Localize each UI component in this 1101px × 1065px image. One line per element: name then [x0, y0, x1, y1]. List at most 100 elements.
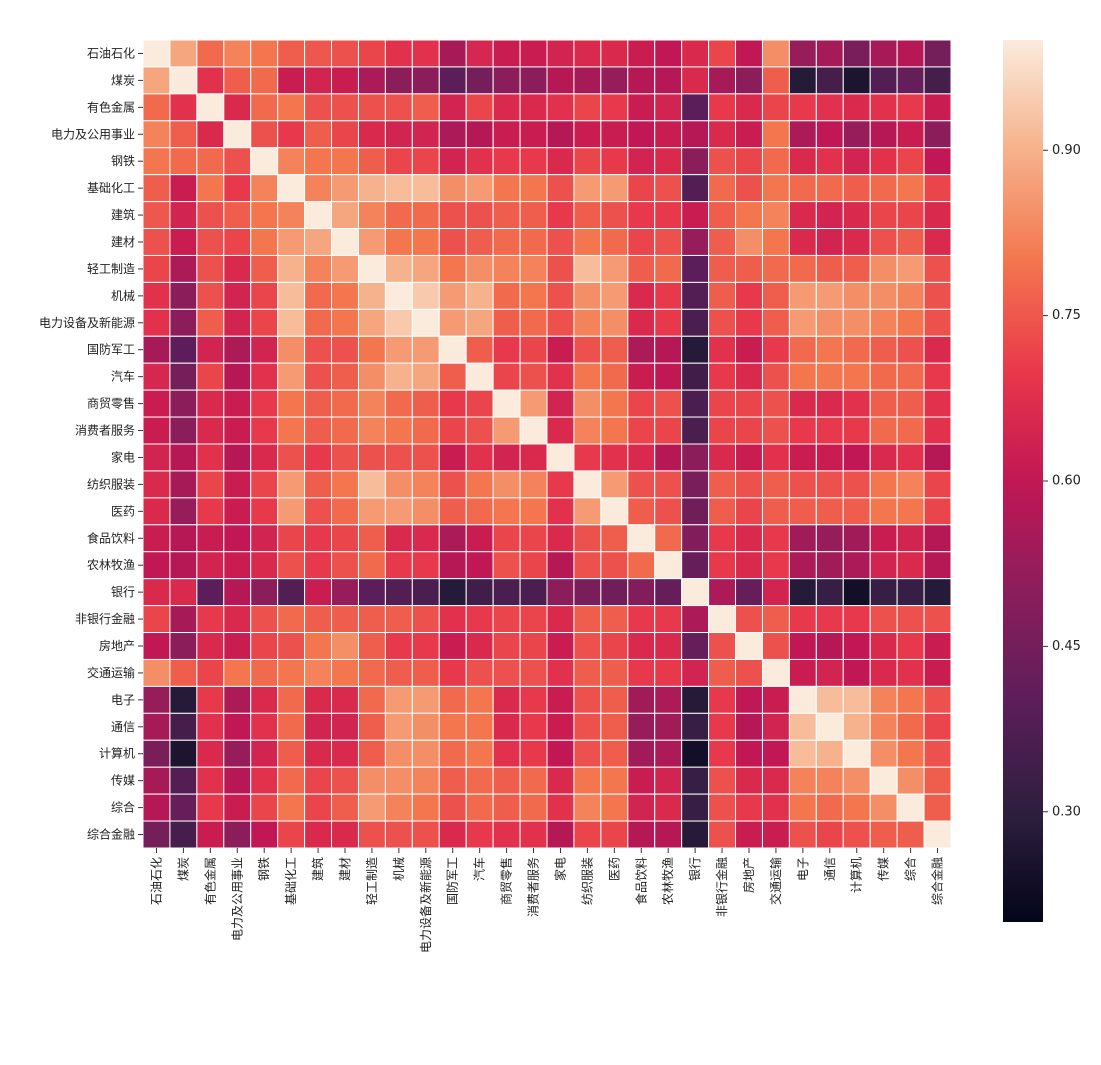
heatmap-cell — [546, 174, 575, 203]
heatmap-cell — [384, 739, 413, 768]
heatmap-cell — [357, 793, 386, 822]
heatmap-cell — [573, 632, 602, 660]
heatmap-cell — [923, 685, 952, 714]
heatmap-cell — [654, 470, 683, 499]
heatmap-cell — [384, 39, 413, 68]
heatmap-cell — [492, 497, 521, 526]
heatmap-cell — [196, 308, 225, 337]
heatmap-cell — [600, 820, 629, 849]
heatmap-cell — [169, 254, 198, 283]
heatmap-cell — [331, 578, 359, 607]
heatmap-cell — [331, 685, 359, 714]
heatmap-cell — [169, 362, 198, 391]
heatmap-cell — [708, 632, 737, 660]
heatmap-cell — [519, 335, 548, 364]
heatmap-cell — [384, 120, 413, 149]
heatmap-cell — [519, 416, 548, 445]
heatmap-cell — [142, 254, 171, 283]
heatmap-cell — [815, 766, 844, 795]
heatmap-cell — [357, 39, 386, 68]
heatmap-cell — [250, 120, 279, 149]
heatmap-cell — [815, 524, 844, 553]
heatmap-cell — [815, 362, 844, 391]
heatmap-cell — [438, 362, 467, 391]
heatmap-cell — [169, 201, 198, 230]
heatmap-cell — [331, 281, 359, 310]
x-tick-label: 传媒 — [876, 857, 891, 881]
heatmap-cell — [654, 632, 683, 660]
heatmap-cell — [842, 254, 871, 283]
heatmap-cell — [357, 578, 386, 607]
heatmap-cell — [277, 551, 306, 580]
heatmap-cell — [761, 281, 790, 310]
heatmap-cell — [223, 739, 252, 768]
heatmap-cell — [519, 362, 548, 391]
heatmap-cell — [896, 470, 925, 499]
heatmap-cell — [681, 174, 710, 203]
x-tick-labels: 石油石化 煤炭 有色金属 电力及公用事业 钢铁 基础化工 建筑 建材 轻工制造 机械 电力设备及新能… — [149, 848, 945, 953]
heatmap-cell — [654, 335, 683, 364]
heatmap-cell — [142, 578, 171, 607]
heatmap-cell — [573, 685, 602, 714]
heatmap-cell — [142, 658, 171, 687]
heatmap-cell — [708, 739, 737, 768]
heatmap-cell — [250, 551, 279, 580]
heatmap-cell — [654, 147, 683, 176]
colorbar-tick-label: 0.60 — [1052, 474, 1081, 489]
heatmap-cell — [384, 93, 413, 122]
x-tick-label: 纺织服装 — [580, 857, 594, 905]
heatmap-cell — [573, 39, 602, 68]
heatmap-cell — [223, 147, 252, 176]
heatmap-cell — [357, 739, 386, 768]
heatmap-cell — [438, 605, 467, 634]
heatmap-cell — [788, 228, 817, 256]
x-tick-label: 综合 — [903, 857, 918, 881]
heatmap-cell — [250, 39, 279, 68]
heatmap-cell — [842, 632, 871, 660]
y-tick-label: 医药 — [111, 504, 135, 518]
heatmap-cell — [223, 120, 252, 149]
heatmap-cell — [250, 632, 279, 660]
x-tick-label: 房地产 — [741, 857, 756, 893]
heatmap-cell — [492, 766, 521, 795]
heatmap-cell — [708, 497, 737, 526]
heatmap-cell — [465, 362, 494, 391]
heatmap-cell — [519, 524, 548, 553]
heatmap-cell — [465, 281, 494, 310]
heatmap-cell — [869, 362, 898, 391]
heatmap-cell — [304, 201, 333, 230]
heatmap-cell — [788, 201, 817, 230]
heatmap-cell — [842, 308, 871, 337]
heatmap-cell — [519, 389, 548, 418]
heatmap-cell — [788, 39, 817, 68]
heatmap-cell — [573, 389, 602, 418]
heatmap-cell — [277, 497, 306, 526]
heatmap-cell — [761, 362, 790, 391]
heatmap-cell — [573, 766, 602, 795]
heatmap-cell — [519, 712, 548, 741]
heatmap-cell — [223, 497, 252, 526]
heatmap-cell — [735, 658, 763, 687]
heatmap-cell — [788, 147, 817, 176]
heatmap-cell — [788, 497, 817, 526]
heatmap-cell — [869, 201, 898, 230]
heatmap-cell — [923, 416, 952, 445]
heatmap-cell — [196, 685, 225, 714]
heatmap-cell — [573, 362, 602, 391]
heatmap-cell — [492, 820, 521, 849]
heatmap-cell — [465, 578, 494, 607]
heatmap-cell — [384, 605, 413, 634]
heatmap-cell — [896, 174, 925, 203]
heatmap-cell — [600, 578, 629, 607]
heatmap-cell — [842, 685, 871, 714]
heatmap-cell — [169, 497, 198, 526]
heatmap-cell — [142, 228, 171, 256]
heatmap-cell — [654, 308, 683, 337]
heatmap-cell — [196, 605, 225, 634]
heatmap-cell — [788, 254, 817, 283]
heatmap-cell — [815, 147, 844, 176]
heatmap-cell — [546, 39, 575, 68]
heatmap-cell — [815, 820, 844, 849]
heatmap-cell — [384, 335, 413, 364]
heatmap-cell — [546, 416, 575, 445]
